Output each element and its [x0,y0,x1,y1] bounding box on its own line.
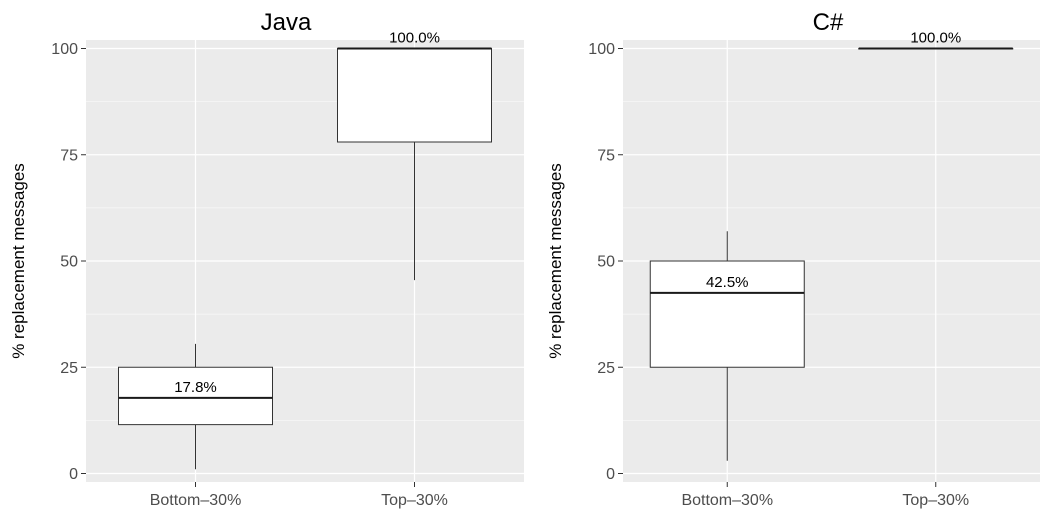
y-tick-label: 0 [606,466,615,483]
box-1: 100.0% [858,30,1014,50]
median-data-label: 17.8% [174,379,217,396]
x-tick-label: Top–30% [902,492,969,509]
x-tick-label: Bottom–30% [150,492,242,509]
x-tick-label: Bottom–30% [681,492,773,509]
chart-title: C# [813,9,844,36]
y-tick-label: 0 [69,466,78,483]
chart-panel-1: C# % replacement messages 0 25 50 75 100 Bottom… [546,9,1040,509]
y-tick-label: 50 [60,254,78,271]
y-axis-label: % replacement messages [9,163,28,359]
box-body [649,260,805,368]
y-tick-label: 100 [588,41,615,58]
box-body [118,366,273,426]
median-data-label: 100.0% [910,30,961,47]
median-data-label: 42.5% [706,274,749,291]
box-0: 42.5% [649,231,805,461]
chart-title: Java [261,9,312,36]
box-body [337,48,492,143]
median-data-label: 100.0% [389,30,440,47]
y-tick-label: 25 [597,360,615,377]
y-tick-label: 75 [60,147,78,164]
y-tick-label: 100 [51,41,78,58]
x-tick-label: Top–30% [381,492,448,509]
y-tick-label: 25 [60,360,78,377]
y-axis-label: % replacement messages [546,163,565,359]
box-0: 17.8% [118,343,273,470]
y-tick-label: 75 [597,147,615,164]
chart-panel-0: Java % replacement messages 0 25 50 75 100 Bott… [9,9,524,509]
y-tick-label: 50 [597,254,615,271]
box-1: 100.0% [337,30,492,281]
